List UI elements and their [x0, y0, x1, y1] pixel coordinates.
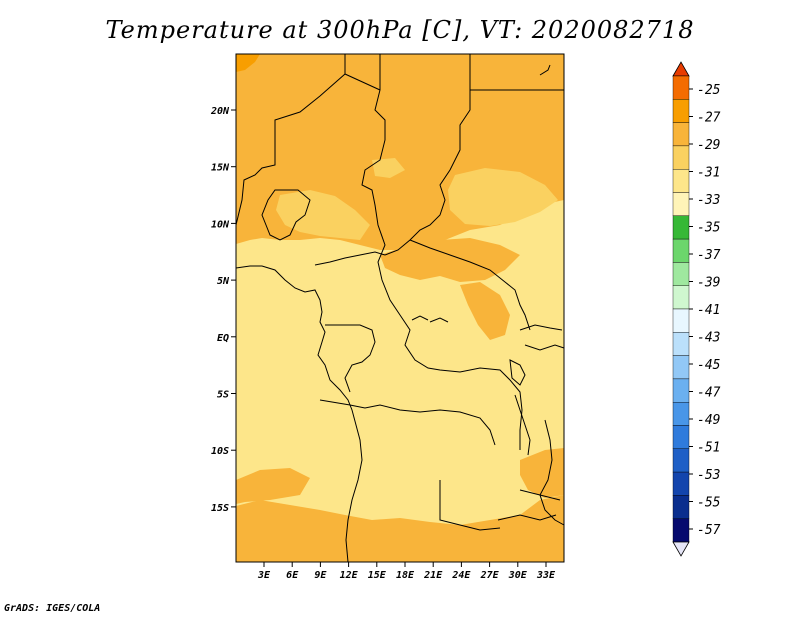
map-panel: [235, 54, 565, 563]
colorbar-label: -29: [697, 138, 720, 153]
colorbar-label: -53: [697, 468, 720, 483]
lat-tick-label: 15N: [211, 163, 230, 174]
colorbar-segment: [672, 425, 690, 449]
country-borders: [235, 54, 565, 563]
colorbar-label: -31: [697, 166, 720, 181]
colorbar-label: -27: [697, 111, 721, 126]
colorbar-segment: [672, 332, 690, 356]
hot-spot-northwest: [236, 54, 260, 72]
colorbar-segment: [672, 215, 690, 240]
warm-region-south: [236, 495, 564, 562]
colorbar-segment: [672, 192, 690, 216]
latitude-axis: 20N 15N 10N 5N EQ 5S 10S 15S: [210, 106, 236, 514]
colorbar-segment: [672, 238, 690, 263]
lat-tick-label: 15S: [211, 503, 229, 514]
colorbar-label: -39: [697, 276, 720, 291]
colorbar-segment: [672, 262, 690, 286]
mid-region-northeast: [448, 168, 558, 226]
warm-region-center: [380, 238, 520, 282]
colorbar-label: -41: [697, 303, 720, 318]
colorbar-segment: [672, 122, 690, 147]
lon-tick-label: 27E: [480, 570, 500, 581]
lon-tick-label: 30E: [508, 570, 528, 581]
longitude-axis: 3E 6E 9E 12E 15E 18E 21E 24E 27E 30E 33E: [257, 562, 556, 581]
colorbar-segment: [672, 402, 690, 426]
colorbar-label: -47: [697, 386, 721, 401]
lat-tick-label: 5S: [217, 390, 229, 401]
colorbar-label: -57: [697, 523, 721, 538]
colorbar-label: -33: [697, 193, 720, 208]
lat-tick-label: 10N: [211, 219, 230, 230]
lat-tick-label: 10S: [211, 446, 229, 457]
colorbar-segment: [672, 518, 690, 543]
lat-tick-label: 5N: [217, 276, 230, 287]
grads-credit: GrADS: IGES/COLA: [4, 603, 101, 614]
colorbar-label: -35: [697, 221, 721, 236]
lon-tick-label: 6E: [286, 570, 299, 581]
colorbar-segment: [672, 355, 690, 380]
map-title: Temperature at 300hPa [C], VT: 202008271…: [105, 16, 695, 44]
lon-tick-label: 12E: [340, 570, 359, 581]
mid-region-center-north: [372, 158, 405, 178]
colorbar-segment: [672, 308, 690, 333]
lat-tick-label: EQ: [217, 333, 229, 344]
warm-region-east: [460, 282, 510, 340]
mid-region-north: [276, 190, 370, 240]
colorbar-label: -49: [697, 413, 720, 428]
colorbar-segment: [672, 75, 690, 100]
colorbar-top-arrow: [672, 61, 690, 77]
lon-tick-label: 18E: [396, 570, 415, 581]
lon-tick-label: 24E: [451, 570, 471, 581]
colorbar: -25 -27 -29 -31 -33 -35 -37 -39 -41 -43 -45 -47 -49 -…: [672, 61, 721, 557]
colorbar-segment: [672, 145, 690, 170]
colorbar-label: -51: [697, 441, 720, 456]
lon-tick-label: 9E: [314, 570, 327, 581]
colorbar-label: -37: [697, 248, 721, 263]
warm-region-southwest: [236, 468, 310, 504]
colorbar-label: -45: [697, 358, 721, 373]
colorbar-label: -55: [697, 496, 721, 511]
colorbar-label: -25: [697, 83, 721, 98]
warm-region-southeast: [520, 448, 564, 498]
lon-tick-label: 3E: [257, 570, 271, 581]
lon-tick-label: 15E: [368, 570, 387, 581]
map-frame: [235, 53, 565, 563]
colorbar-segment: [672, 378, 690, 403]
colorbar-segment: [672, 471, 690, 496]
colorbar-segment: [672, 168, 690, 193]
colorbar-label: -43: [697, 331, 720, 346]
colorbar-bottom-arrow: [672, 541, 690, 557]
lon-tick-label: 21E: [423, 570, 443, 581]
colorbar-segment: [672, 495, 690, 519]
colorbar-segment: [672, 285, 690, 310]
colorbar-segment: [672, 448, 690, 473]
lon-tick-label: 33E: [536, 570, 556, 581]
colorbar-segment: [672, 99, 690, 123]
lat-tick-label: 20N: [210, 106, 230, 117]
